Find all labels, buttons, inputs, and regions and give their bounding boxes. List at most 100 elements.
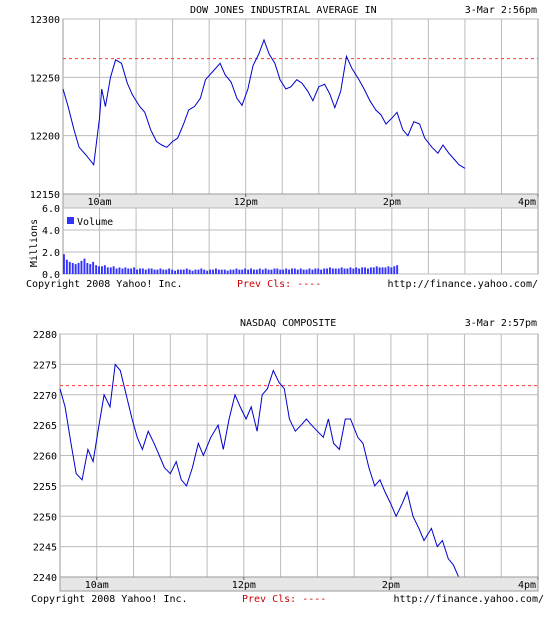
- nasdaq-prev-cls: Prev Cls: ----: [242, 594, 326, 605]
- nasdaq-title: NASDAQ COMPOSITE: [240, 318, 336, 329]
- volume-bar: [101, 266, 103, 274]
- volume-bar: [144, 269, 147, 274]
- volume-bar: [334, 268, 337, 274]
- nasdaq-copyright: Copyright 2008 Yahoo! Inc.: [31, 594, 188, 605]
- volume-bar: [165, 269, 168, 274]
- y-tick-label: 12250: [30, 73, 60, 84]
- volume-bar: [217, 269, 220, 274]
- volume-bar: [258, 268, 261, 274]
- volume-bar: [279, 269, 282, 274]
- volume-bar: [147, 268, 150, 274]
- volume-bar: [337, 268, 340, 274]
- volume-bar: [220, 269, 223, 274]
- volume-bar: [250, 268, 252, 274]
- volume-bar: [83, 258, 86, 274]
- dow-prev-cls: Prev Cls: ----: [237, 279, 321, 290]
- dow-y-axis: 12150 12200 12250 12300: [30, 15, 60, 201]
- volume-bar: [212, 269, 214, 274]
- volume-bar: [95, 265, 98, 274]
- volume-bar: [171, 269, 174, 274]
- volume-bar: [65, 259, 68, 274]
- volume-bar: [311, 269, 314, 274]
- volume-bar: [98, 266, 100, 274]
- volume-bar: [340, 267, 343, 274]
- y-tick-label: 2280: [33, 330, 57, 341]
- dow-price-line: [62, 38, 466, 169]
- volume-bar: [323, 268, 326, 274]
- y-tick-label: 2255: [33, 482, 57, 493]
- volume-bar: [241, 269, 244, 274]
- volume-bar: [381, 267, 384, 274]
- volume-bar: [358, 268, 361, 274]
- volume-y-tick-label: 4.0: [42, 226, 60, 237]
- volume-bar: [244, 268, 247, 274]
- dow-source-url[interactable]: http://finance.yahoo.com/: [387, 279, 538, 290]
- volume-bar: [387, 266, 390, 274]
- volume-bar: [112, 266, 115, 274]
- volume-bar: [89, 264, 92, 274]
- volume-bar: [229, 269, 232, 274]
- volume-bar: [308, 268, 311, 274]
- nasdaq-source-url[interactable]: http://finance.yahoo.com/: [393, 594, 544, 605]
- volume-bar: [159, 268, 162, 274]
- y-tick-label: 12150: [30, 190, 60, 201]
- volume-y-tick-label: 2.0: [42, 248, 60, 259]
- volume-bar: [326, 268, 328, 274]
- volume-bar: [194, 269, 197, 274]
- volume-bar: [109, 267, 112, 274]
- volume-bar: [74, 264, 77, 274]
- dow-timestamp: 3-Mar 2:56pm: [465, 5, 537, 16]
- y-tick-label: 12300: [30, 15, 60, 26]
- volume-bar: [346, 268, 349, 274]
- volume-bar: [317, 268, 320, 274]
- volume-bar: [372, 267, 375, 274]
- volume-bar: [121, 268, 124, 274]
- volume-bar: [276, 268, 279, 274]
- dow-x-axis: 10am 12pm 2pm 4pm: [87, 194, 539, 208]
- volume-bar: [179, 269, 182, 274]
- dow-chart: DOW JONES INDUSTRIAL AVERAGE IN 3-Mar 2:…: [26, 5, 539, 290]
- volume-bar: [133, 267, 136, 274]
- dow-plot-frame: [62, 18, 539, 195]
- volume-bar: [226, 270, 229, 274]
- nasdaq-x-axis: 10am 12pm 2pm 4pm: [85, 577, 539, 591]
- y-tick-label: 2260: [33, 452, 57, 463]
- x-tick-label: 12pm: [232, 580, 256, 591]
- volume-bar: [86, 263, 89, 274]
- volume-bar: [150, 268, 153, 274]
- volume-bar: [162, 269, 165, 274]
- volume-bar: [168, 268, 171, 274]
- volume-bar: [393, 266, 396, 274]
- y-tick-label: 2270: [33, 391, 57, 402]
- nasdaq-timestamp: 3-Mar 2:57pm: [465, 318, 537, 329]
- volume-bar: [355, 267, 358, 274]
- volume-bar: [329, 267, 331, 274]
- volume-bar: [106, 267, 109, 274]
- volume-bar: [293, 268, 296, 274]
- volume-bar: [136, 269, 138, 274]
- volume-bar: [139, 268, 141, 274]
- volume-bar: [197, 269, 200, 274]
- volume-bar: [71, 263, 74, 274]
- y-tick-label: 2275: [33, 360, 57, 371]
- volume-bar: [235, 268, 238, 274]
- volume-bar: [127, 268, 130, 274]
- x-tick-label: 4pm: [518, 580, 536, 591]
- volume-bar: [200, 268, 203, 274]
- nasdaq-chart: NASDAQ COMPOSITE 3-Mar 2:57pm 2240224522…: [31, 318, 544, 605]
- volume-bar: [314, 268, 317, 274]
- nasdaq-grid: [60, 333, 538, 578]
- volume-legend-label: Volume: [77, 217, 113, 228]
- nasdaq-price-line: [59, 363, 465, 578]
- volume-bar: [141, 268, 144, 274]
- volume-bar: [185, 268, 188, 274]
- volume-y-tick-label: 6.0: [42, 204, 60, 215]
- volume-bar: [124, 267, 127, 274]
- volume-bar: [375, 266, 378, 274]
- volume-bar: [177, 269, 179, 274]
- volume-bar: [305, 269, 308, 274]
- volume-bars: [63, 254, 399, 274]
- volume-bar: [296, 269, 299, 274]
- volume-bar: [188, 269, 191, 274]
